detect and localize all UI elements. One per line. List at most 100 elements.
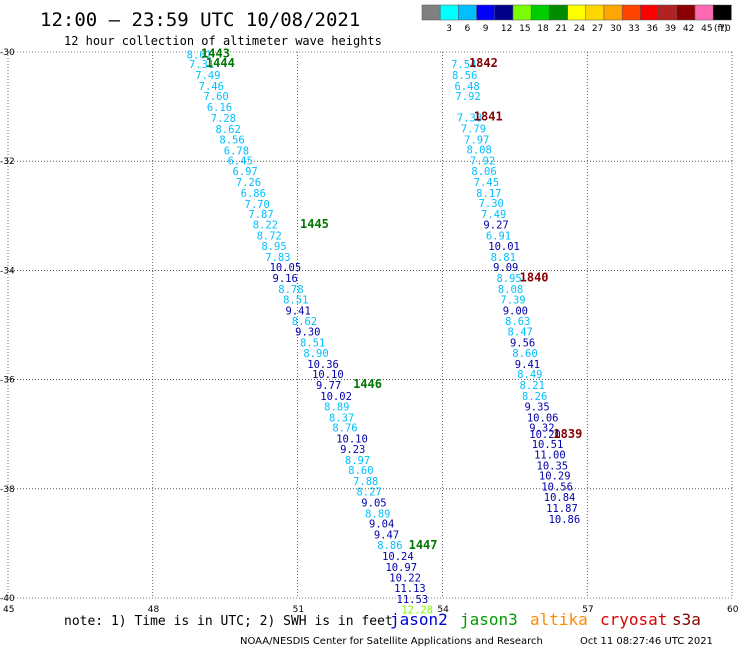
data-point-label: 10.97 (385, 562, 417, 574)
data-point-label: 9.35 (524, 401, 549, 413)
color-scale-label: 27 (592, 24, 603, 34)
x-tick-label: 48 (148, 605, 160, 615)
data-point-label: 10.56 (541, 482, 573, 494)
color-scale-swatch (512, 4, 532, 21)
color-scale-label: 24 (574, 24, 586, 34)
data-point-label: 10.51 (532, 439, 564, 451)
color-scale-swatch (603, 4, 623, 21)
data-point-label: 9.41 (286, 305, 311, 317)
data-point-label: 10.29 (539, 471, 571, 483)
data-point-label: 7.49 (481, 209, 506, 221)
data-point-label: 7.60 (203, 91, 228, 103)
data-point-label: 8.51 (300, 337, 325, 349)
data-point-label: 7.79 (461, 123, 486, 135)
data-point-label: 8.08 (467, 145, 492, 157)
color-scale-swatch (549, 4, 568, 21)
pass-number-label: 1444 (206, 56, 235, 70)
data-point-label: 11.00 (534, 449, 566, 461)
color-scale-swatch (658, 4, 678, 21)
footer-timestamp: Oct 11 08:27:46 UTC 2021 (580, 636, 713, 647)
data-point-label: 6.45 (228, 156, 253, 168)
color-scale-label: 70 (719, 24, 731, 34)
data-point-label: 9.30 (295, 327, 320, 339)
data-point-label: 10.35 (537, 460, 569, 472)
color-scale-swatch (421, 4, 441, 21)
y-tick-label: -30 (0, 48, 15, 58)
data-point-label: 6.78 (224, 145, 249, 157)
color-scale-label: 21 (556, 24, 567, 34)
data-point-label: 8.21 (520, 380, 545, 392)
color-scale-swatch (494, 4, 514, 21)
color-scale-label: 12 (501, 24, 512, 34)
data-point-label: 8.63 (505, 316, 530, 328)
satellite-legend-s3a: s3a (672, 610, 701, 629)
data-point-label: 10.20 (529, 429, 561, 441)
data-point-label: 8.90 (303, 348, 328, 360)
data-point-label: 6.97 (232, 166, 257, 178)
grid (7, 51, 733, 599)
data-point-label: 7.31 (189, 59, 214, 71)
color-scale-label: 30 (610, 24, 622, 34)
color-scale-unit: (ft) (714, 24, 728, 34)
data-point-label: 8.26 (522, 391, 547, 403)
data-point-label: 10.36 (307, 359, 339, 371)
color-scale-label: 6 (465, 24, 471, 34)
data-point-label: 7.92 (470, 156, 495, 168)
data-point-label: 7.28 (211, 113, 236, 125)
color-scale-label: 9 (483, 24, 489, 34)
data-point-label: 8.47 (508, 327, 533, 339)
y-tick-label: -34 (0, 266, 15, 276)
data-point-label: 9.27 (483, 220, 508, 232)
data-point-label: 8.60 (512, 348, 537, 360)
data-point-label: 6.86 (241, 188, 266, 200)
data-point-label: 8.56 (219, 134, 244, 146)
data-point-label: 7.49 (195, 70, 220, 82)
chart-title: 12:00 – 23:59 UTC 10/08/2021 (40, 9, 360, 31)
data-point-label: 12.28 (401, 604, 433, 616)
data-point-label: 8.51 (283, 294, 308, 306)
data-point-label: 6.16 (207, 102, 232, 114)
data-point-label: 8.62 (292, 316, 317, 328)
data-point-label: 9.05 (361, 497, 386, 509)
data-point-label: 7.83 (265, 252, 290, 264)
data-point-label: 8.81 (491, 252, 516, 264)
pass-number-label: 1839 (553, 427, 582, 441)
data-point-label: 10.02 (320, 391, 352, 403)
color-scale-swatch (694, 4, 714, 21)
color-scale-swatch (640, 4, 659, 21)
data-point-label: 8.95 (261, 241, 286, 253)
data-point-label: 9.09 (493, 262, 518, 274)
data-point-label: 10.05 (270, 262, 302, 274)
satellite-legend-altika: altika (530, 610, 588, 629)
color-scale-swatch (712, 4, 732, 21)
color-scale-label: 33 (628, 24, 639, 34)
data-point-label: 8.72 (257, 230, 282, 242)
data-point-label: 10.86 (549, 514, 581, 526)
pass-number-label: 1840 (520, 270, 549, 284)
data-point-label: 8.06 (471, 166, 496, 178)
data-point-label: 11.53 (397, 594, 429, 606)
x-tick-label: 57 (582, 605, 593, 615)
footer-note: note: 1) Time is in UTC; 2) SWH is in fe… (64, 614, 393, 629)
satellite-legend-cryosat: cryosat (600, 610, 667, 629)
data-point-label: 10.10 (336, 434, 368, 446)
data-point-label: 7.88 (353, 476, 378, 488)
data-point-label: 8.78 (278, 284, 303, 296)
color-scale-legend: 3 6 9 12 15 18 21 24 27 30 33 36 39 42 45 70 (421, 4, 732, 34)
color-scale-label: 36 (647, 24, 659, 34)
data-point-label: 7.92 (455, 91, 480, 103)
chart-subtitle: 12 hour collection of altimeter wave hei… (64, 34, 382, 48)
data-point-label: 6.48 (454, 81, 479, 93)
data-point-label: 7.97 (464, 134, 489, 146)
y-tick-label: -32 (0, 157, 15, 167)
x-tick-label: 45 (3, 605, 14, 615)
satellite-legend-jason2: jason2 (390, 610, 448, 629)
data-point-label: 8.89 (324, 401, 349, 413)
data-point-label: 9.23 (340, 444, 365, 456)
color-scale-swatch (439, 4, 459, 21)
data-point-label: 9.77 (316, 380, 341, 392)
color-scale-label: 15 (519, 24, 530, 34)
pass-number-label: 1443 (201, 47, 230, 61)
pass-number-label: 1446 (353, 377, 382, 391)
